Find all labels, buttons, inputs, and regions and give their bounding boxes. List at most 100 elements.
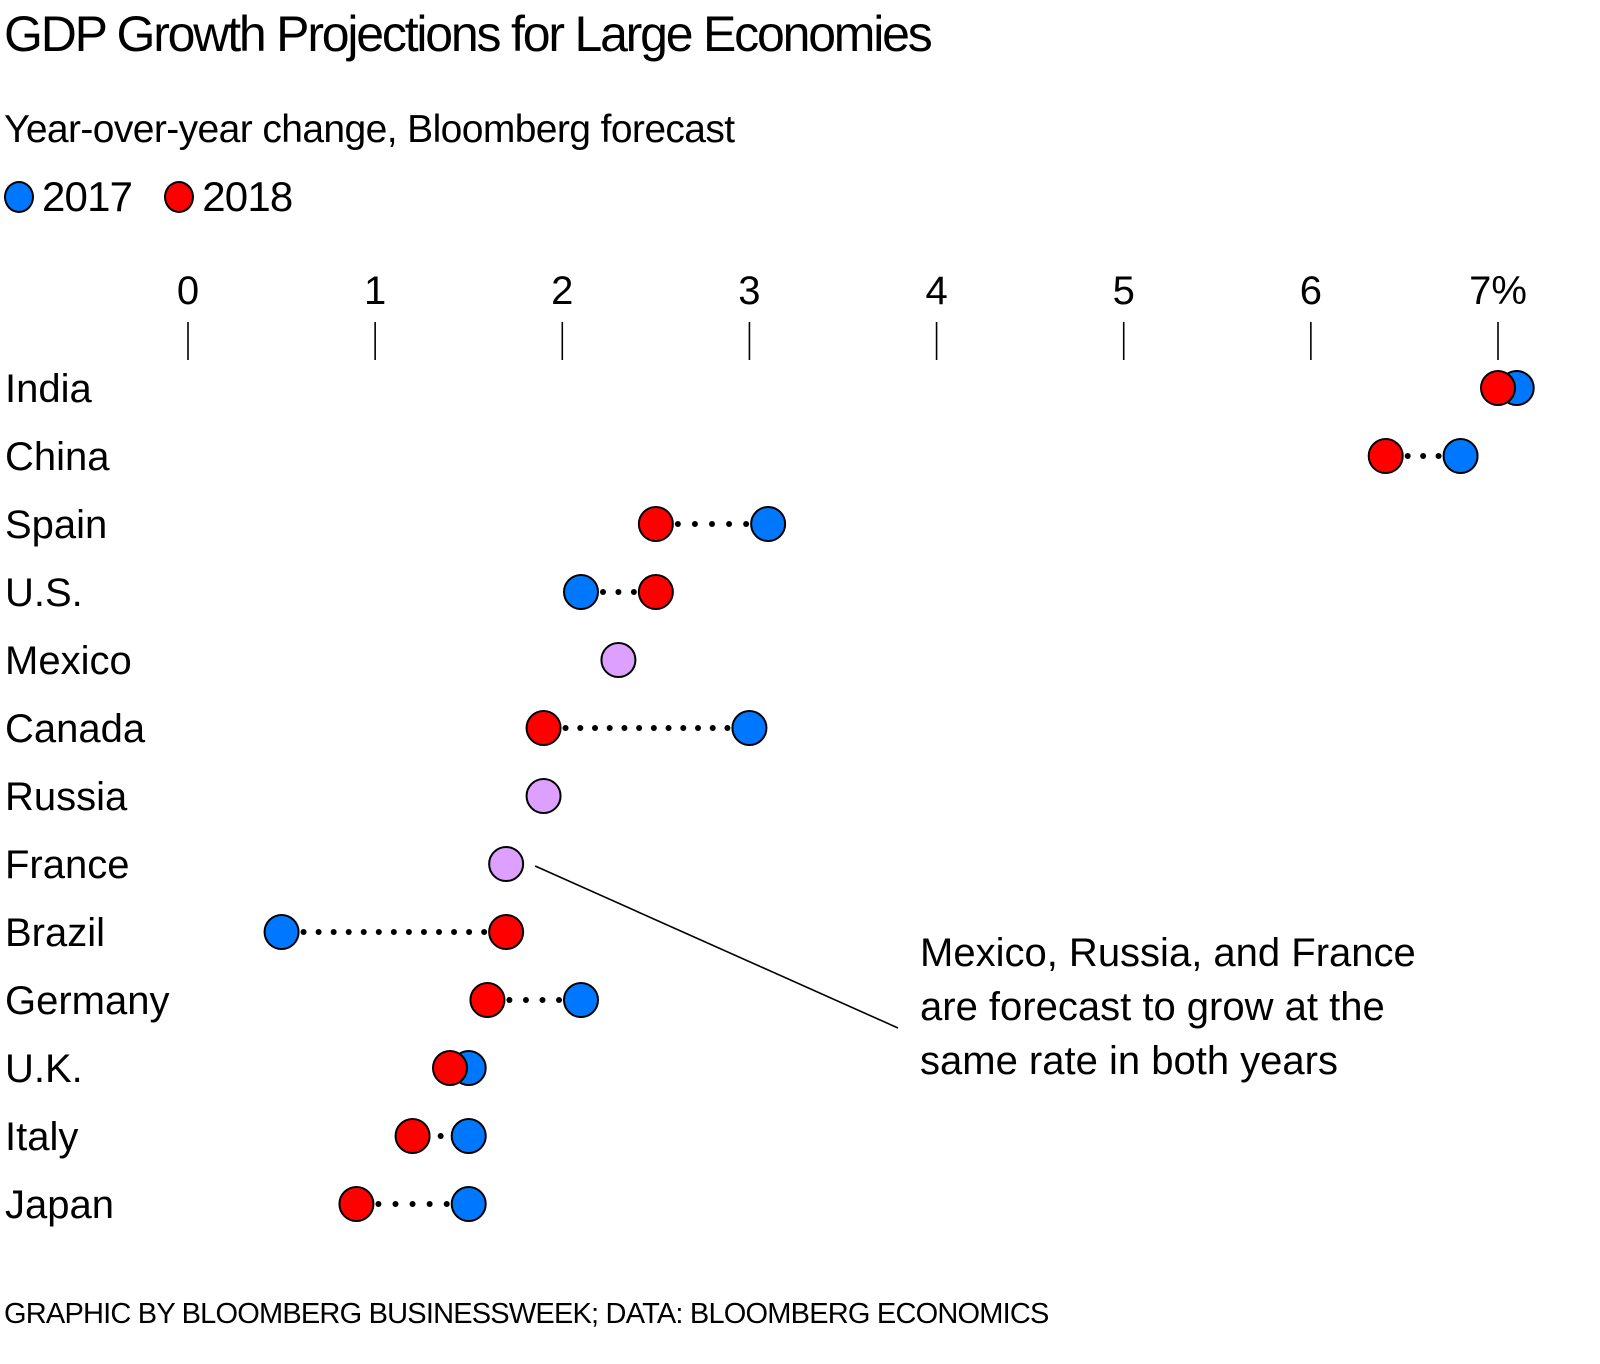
connector-dots xyxy=(1404,453,1442,459)
connector-dot xyxy=(665,725,672,731)
connector-dot xyxy=(636,725,643,731)
country-row: Mexico xyxy=(5,639,637,683)
country-row: Japan xyxy=(5,1183,487,1227)
x-tick-label: 5 xyxy=(1113,269,1135,313)
dot-2017 xyxy=(731,710,768,746)
dot-2017 xyxy=(563,982,599,1018)
connector-dots xyxy=(300,929,488,935)
legend-item-2017: 2017 xyxy=(4,172,133,222)
dot-2018 xyxy=(469,982,506,1018)
connector-dots xyxy=(674,521,750,527)
country-row: Brazil xyxy=(5,911,525,955)
connector-dot xyxy=(600,589,606,595)
country-label: Japan xyxy=(5,1183,114,1227)
connector-dot xyxy=(426,1201,433,1207)
legend-dot-2017-icon xyxy=(4,181,34,213)
country-label: Russia xyxy=(5,775,128,819)
country-row: Italy xyxy=(5,1115,487,1159)
annotation-leader-line xyxy=(534,865,899,1029)
connector-dot xyxy=(1420,453,1427,459)
connector-dot xyxy=(522,997,529,1003)
connector-dot xyxy=(345,929,352,935)
dot-2018 xyxy=(394,1118,431,1154)
dot-same-both-years xyxy=(488,846,525,882)
connector-dot xyxy=(451,929,458,935)
country-label: U.K. xyxy=(5,1047,83,1091)
x-tick-label: 4 xyxy=(925,269,947,313)
connector-dot xyxy=(556,997,562,1003)
dot-same-both-years xyxy=(600,642,637,678)
connector-dot xyxy=(481,929,488,935)
connector-dot xyxy=(330,929,337,935)
connector-dot xyxy=(443,1201,450,1207)
country-row: Canada xyxy=(5,707,768,751)
connector-dot xyxy=(1435,453,1442,459)
annotation-text: Mexico, Russia, and France are forecast … xyxy=(920,931,1416,1083)
country-label: U.S. xyxy=(5,571,83,615)
chart-subtitle: Year-over-year change, Bloomberg forecas… xyxy=(4,108,735,151)
connector-dot xyxy=(577,725,584,731)
country-label: Canada xyxy=(5,707,146,751)
plot-rows: India China Spain U.S. Mexico Canada Russia Fra… xyxy=(5,367,1535,1227)
dot-2017 xyxy=(750,506,787,542)
x-tick-label: 6 xyxy=(1300,269,1322,313)
country-row: U.S. xyxy=(5,571,674,615)
connector-dot xyxy=(405,929,412,935)
legend-label-2018: 2018 xyxy=(202,173,293,220)
connector-dots xyxy=(562,725,731,731)
connector-dot xyxy=(724,725,731,731)
dot-2017 xyxy=(450,1186,487,1222)
dot-2018 xyxy=(338,1186,375,1222)
country-label: Italy xyxy=(5,1115,78,1159)
country-label: France xyxy=(5,843,130,887)
connector-dot xyxy=(709,521,715,527)
x-axis: 0 1 2 3 4 5 6 7% xyxy=(177,269,1527,360)
legend: 2017 2018 xyxy=(4,172,324,222)
connector-dot xyxy=(592,725,598,731)
connector-dot xyxy=(375,1201,382,1207)
connector-dot xyxy=(375,929,382,935)
country-row: France xyxy=(5,843,525,887)
country-row: Germany xyxy=(5,979,599,1023)
x-tick-label: 3 xyxy=(738,269,760,313)
chart-title: GDP Growth Projections for Large Economi… xyxy=(4,6,933,62)
connector-dot xyxy=(436,929,442,935)
connector-dot xyxy=(709,725,716,731)
x-tick-label: 2 xyxy=(551,269,573,313)
connector-dots xyxy=(506,997,562,1003)
connector-dot xyxy=(420,929,427,935)
dot-2017 xyxy=(563,574,599,610)
x-tick-label: 1 xyxy=(364,269,386,313)
dot-2017 xyxy=(1442,438,1479,474)
connector-dot xyxy=(680,725,687,731)
dot-same-both-years xyxy=(525,778,562,814)
connector-dot xyxy=(606,725,613,731)
connector-dot xyxy=(315,929,322,935)
country-label: Mexico xyxy=(5,639,132,683)
connector-dot xyxy=(1404,453,1411,459)
connector-dot xyxy=(466,929,473,935)
country-row: China xyxy=(5,435,1479,479)
connector-dot xyxy=(506,997,513,1003)
connector-dot xyxy=(360,929,367,935)
connector-dot xyxy=(674,521,681,527)
source-credit: GRAPHIC BY BLOOMBERG BUSINESSWEEK; DATA:… xyxy=(4,1298,1049,1330)
connector-dots xyxy=(437,1133,444,1139)
country-label: India xyxy=(5,367,92,411)
connector-dot xyxy=(630,589,637,595)
connector-dot xyxy=(650,725,657,731)
connector-dots xyxy=(375,1201,450,1207)
connector-dot xyxy=(300,929,307,935)
connector-dot xyxy=(409,1201,416,1207)
dot-2018 xyxy=(637,574,674,610)
dot-2018 xyxy=(1480,370,1516,406)
connector-dot xyxy=(392,1201,399,1207)
connector-dot xyxy=(615,589,622,595)
country-label: Spain xyxy=(5,503,107,547)
country-label: Brazil xyxy=(5,911,105,955)
country-row: India xyxy=(5,367,1535,411)
dot-2018 xyxy=(1367,438,1404,474)
connector-dot xyxy=(691,521,698,527)
connector-dot xyxy=(390,929,397,935)
